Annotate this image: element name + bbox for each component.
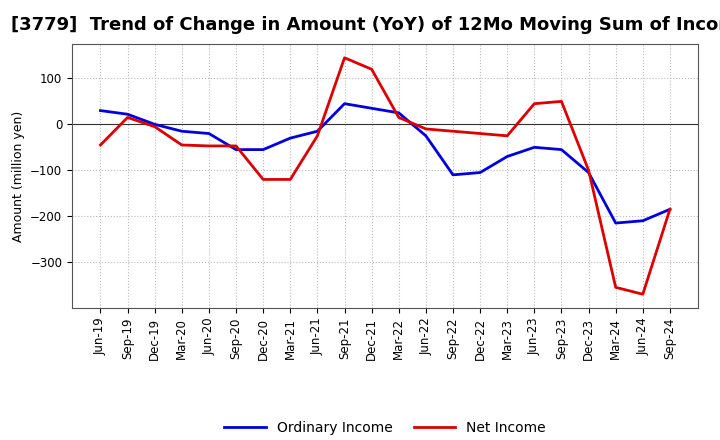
Title: [3779]  Trend of Change in Amount (YoY) of 12Mo Moving Sum of Incomes: [3779] Trend of Change in Amount (YoY) o… <box>11 16 720 34</box>
Ordinary Income <box>178 128 186 134</box>
Net Income <box>232 143 240 149</box>
Net Income <box>286 177 294 182</box>
Ordinary Income <box>367 106 376 111</box>
Net Income <box>259 177 268 182</box>
Net Income <box>204 143 213 149</box>
Ordinary Income <box>123 112 132 117</box>
Y-axis label: Amount (million yen): Amount (million yen) <box>12 110 24 242</box>
Net Income <box>503 133 511 139</box>
Net Income <box>395 115 403 120</box>
Line: Net Income: Net Income <box>101 58 670 294</box>
Ordinary Income <box>476 170 485 175</box>
Ordinary Income <box>204 131 213 136</box>
Ordinary Income <box>449 172 457 177</box>
Ordinary Income <box>557 147 566 152</box>
Ordinary Income <box>665 207 674 212</box>
Net Income <box>530 101 539 106</box>
Net Income <box>313 133 322 139</box>
Net Income <box>421 126 430 132</box>
Net Income <box>150 124 159 129</box>
Ordinary Income <box>313 128 322 134</box>
Net Income <box>665 207 674 212</box>
Ordinary Income <box>150 122 159 127</box>
Net Income <box>367 66 376 72</box>
Net Income <box>341 55 349 60</box>
Net Income <box>476 131 485 136</box>
Ordinary Income <box>421 133 430 139</box>
Net Income <box>449 128 457 134</box>
Ordinary Income <box>611 220 620 226</box>
Legend: Ordinary Income, Net Income: Ordinary Income, Net Income <box>219 415 552 440</box>
Ordinary Income <box>639 218 647 224</box>
Net Income <box>611 285 620 290</box>
Ordinary Income <box>232 147 240 152</box>
Ordinary Income <box>503 154 511 159</box>
Ordinary Income <box>395 110 403 116</box>
Ordinary Income <box>530 145 539 150</box>
Net Income <box>584 168 593 173</box>
Net Income <box>557 99 566 104</box>
Net Income <box>123 115 132 120</box>
Net Income <box>178 143 186 148</box>
Ordinary Income <box>259 147 268 152</box>
Net Income <box>639 292 647 297</box>
Ordinary Income <box>584 170 593 175</box>
Ordinary Income <box>286 136 294 141</box>
Ordinary Income <box>96 108 105 113</box>
Net Income <box>96 143 105 148</box>
Ordinary Income <box>341 101 349 106</box>
Line: Ordinary Income: Ordinary Income <box>101 104 670 223</box>
